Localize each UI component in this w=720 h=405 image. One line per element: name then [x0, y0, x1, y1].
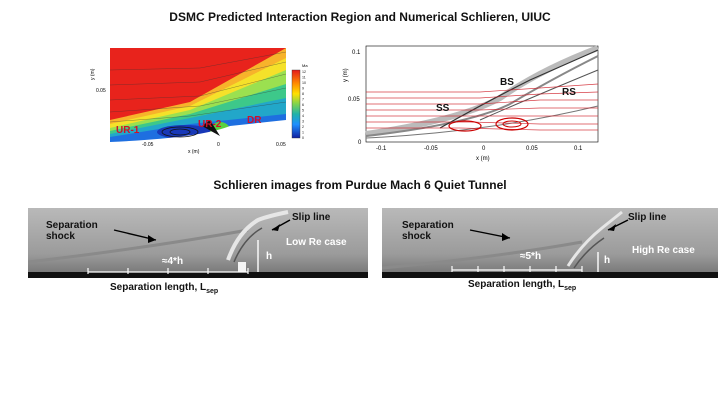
num-y-tick-2: 0.05: [348, 97, 360, 103]
colorbar-tick: 7: [302, 98, 304, 102]
high-re-sep-length: Separation length, Lsep: [468, 279, 577, 292]
high-re-slip-label: Slip line: [628, 212, 667, 223]
dsmc-mach-panel: Ma 12 11 10 9 8 7 6 5 4 3 2 1 0 y (m) 0.05 x (m) -0.…: [80, 40, 320, 160]
colorbar-tick: 9: [302, 87, 304, 91]
colorbar-tick: 11: [302, 76, 306, 80]
num-x-label: x (m): [476, 156, 490, 162]
low-re-schlieren-photo: [27, 208, 368, 278]
dsmc-x-tick-1: -0.05: [142, 142, 154, 148]
colorbar-tick: 4: [302, 114, 304, 118]
num-y-label: y (m): [343, 68, 349, 82]
dsmc-x-tick-3: 0.05: [276, 142, 286, 148]
dsmc-y-tick: 0.05: [96, 88, 106, 94]
low-re-slip-label: Slip line: [292, 212, 331, 223]
shock-arrow-icon: [502, 233, 510, 241]
high-re-shock-label: Separation shock: [402, 220, 454, 242]
region-label-ur2: UR-2: [198, 119, 222, 130]
colorbar-tick: 6: [302, 103, 304, 107]
schlieren-subtitle: Schlieren images from Purdue Mach 6 Quie…: [213, 178, 507, 192]
colorbar-tick: 2: [302, 125, 304, 129]
num-x-tick-4: 0.05: [526, 146, 538, 152]
colorbar-tick: 8: [302, 92, 304, 96]
dsmc-y-label: y (m): [90, 68, 96, 80]
num-x-tick-2: -0.05: [424, 146, 438, 152]
main-title: DSMC Predicted Interaction Region and Nu…: [169, 10, 551, 24]
high-re-image: [381, 208, 718, 278]
colorbar-tick: 12: [302, 70, 306, 74]
shock-label-bs: BS: [500, 77, 514, 88]
low-re-sep-length: Separation length, Lsep: [110, 282, 219, 295]
shock-label-rs: RS: [562, 87, 576, 98]
colorbar-tick: 0: [302, 136, 304, 140]
colorbar-tick: 5: [302, 109, 304, 113]
low-re-case-label: Low Re case: [286, 237, 347, 248]
slip-arrow-icon: [272, 224, 280, 231]
shock-label-ss: SS: [436, 103, 450, 114]
num-y-tick-1: 0.1: [352, 50, 361, 56]
num-x-tick-3: 0: [482, 146, 486, 152]
colorbar-tick: 10: [302, 81, 306, 85]
dsmc-x-label: x (m): [188, 149, 200, 155]
low-re-h-label: h: [266, 251, 273, 262]
low-re-shock-label: Separation shock: [46, 220, 98, 242]
region-label-ur1: UR-1: [116, 125, 140, 136]
dsmc-x-tick-2: 0: [217, 142, 220, 148]
numerical-schlieren-panel: y (m) 0.1 0.05 0 -0.1 -0.05 0 0.05 0.1 x…: [340, 40, 600, 165]
region-label-dr: DR: [247, 115, 262, 126]
colorbar-title: Ma: [302, 63, 308, 68]
colorbar-tick: 1: [302, 131, 304, 135]
low-re-image: [27, 208, 368, 278]
high-re-h-label: h: [604, 255, 611, 266]
num-x-tick-5: 0.1: [574, 146, 583, 152]
colorbar-tick: 3: [302, 120, 304, 124]
numerical-schlieren-plot: y (m) 0.1 0.05 0 -0.1 -0.05 0 0.05 0.1 x…: [340, 40, 600, 165]
shock-arrow-icon: [148, 235, 156, 243]
high-re-case-label: High Re case: [632, 245, 695, 256]
low-re-ratio-label: ≈4*h: [162, 256, 184, 267]
high-re-ratio-label: ≈5*h: [520, 251, 542, 262]
num-y-tick-3: 0: [358, 140, 362, 146]
high-re-schlieren-photo: [381, 208, 718, 278]
num-x-tick-1: -0.1: [376, 146, 387, 152]
slip-arrow-icon: [608, 224, 616, 231]
